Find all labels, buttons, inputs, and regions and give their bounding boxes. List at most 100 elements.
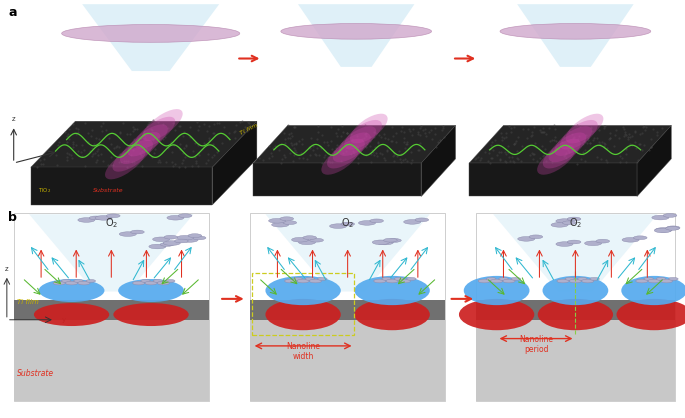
Point	[142, 130, 153, 137]
Ellipse shape	[164, 235, 177, 239]
Ellipse shape	[386, 279, 399, 283]
Point	[382, 136, 393, 143]
Point	[510, 138, 521, 144]
Point	[617, 154, 628, 161]
Polygon shape	[31, 167, 212, 205]
Point	[108, 162, 119, 169]
Point	[203, 156, 214, 163]
Text: y: y	[65, 147, 69, 153]
Point	[359, 122, 370, 128]
Ellipse shape	[329, 224, 347, 228]
Ellipse shape	[538, 299, 613, 330]
Point	[316, 145, 327, 151]
Point	[293, 138, 304, 144]
Point	[91, 142, 102, 149]
Point	[161, 158, 172, 165]
Point	[598, 122, 609, 129]
Point	[369, 129, 379, 136]
Ellipse shape	[106, 214, 120, 218]
Point	[538, 129, 549, 135]
Point	[153, 119, 164, 126]
Point	[345, 151, 356, 158]
Point	[175, 141, 186, 148]
Point	[604, 134, 615, 141]
Point	[304, 145, 315, 151]
Point	[584, 140, 595, 147]
Point	[217, 140, 228, 146]
Point	[52, 162, 63, 168]
Point	[563, 147, 574, 153]
Point	[101, 126, 112, 133]
Point	[124, 131, 135, 138]
Ellipse shape	[644, 278, 653, 280]
Ellipse shape	[272, 222, 289, 227]
Point	[352, 133, 363, 140]
Point	[96, 122, 107, 129]
Point	[412, 131, 423, 138]
Polygon shape	[469, 125, 671, 163]
Point	[379, 135, 390, 141]
Point	[147, 127, 158, 133]
Point	[110, 131, 121, 138]
Point	[512, 155, 523, 162]
Point	[317, 160, 328, 167]
Ellipse shape	[133, 281, 145, 285]
Point	[92, 146, 103, 153]
Ellipse shape	[549, 133, 586, 162]
Point	[630, 139, 640, 145]
Point	[84, 148, 95, 155]
Text: Substrate: Substrate	[17, 369, 54, 378]
Ellipse shape	[355, 276, 430, 305]
Point	[149, 134, 160, 140]
Ellipse shape	[318, 278, 327, 280]
Point	[234, 119, 245, 126]
Point	[284, 135, 295, 141]
Point	[62, 130, 73, 137]
Bar	[14, 300, 209, 320]
Point	[647, 126, 658, 133]
Point	[392, 153, 403, 160]
Ellipse shape	[667, 226, 680, 229]
Point	[528, 150, 539, 157]
Point	[419, 130, 430, 137]
Point	[337, 122, 348, 129]
Point	[341, 130, 352, 137]
Point	[319, 153, 329, 160]
Point	[166, 148, 177, 155]
Point	[561, 150, 572, 157]
Point	[59, 129, 70, 135]
Ellipse shape	[292, 237, 309, 242]
Ellipse shape	[660, 279, 673, 283]
Point	[621, 132, 632, 138]
Point	[614, 135, 625, 141]
Ellipse shape	[285, 279, 297, 283]
Bar	[250, 213, 445, 401]
Point	[399, 135, 410, 141]
Point	[140, 132, 151, 139]
Text: b: b	[8, 211, 17, 224]
Point	[192, 141, 203, 148]
Point	[631, 144, 642, 151]
Point	[640, 123, 651, 130]
Point	[203, 123, 214, 130]
Ellipse shape	[192, 236, 206, 240]
Point	[657, 125, 668, 131]
Ellipse shape	[178, 214, 192, 217]
Point	[388, 133, 399, 139]
Point	[437, 125, 448, 131]
Ellipse shape	[511, 278, 521, 280]
Point	[569, 147, 580, 153]
Point	[596, 156, 607, 163]
Point	[209, 130, 220, 137]
Point	[369, 143, 380, 150]
Ellipse shape	[62, 280, 71, 283]
Point	[97, 120, 108, 126]
Point	[313, 151, 324, 158]
Point	[420, 126, 431, 133]
Point	[638, 142, 649, 148]
Point	[168, 120, 179, 126]
Point	[274, 147, 285, 154]
Point	[89, 149, 100, 156]
Point	[497, 134, 508, 141]
Point	[401, 141, 412, 148]
